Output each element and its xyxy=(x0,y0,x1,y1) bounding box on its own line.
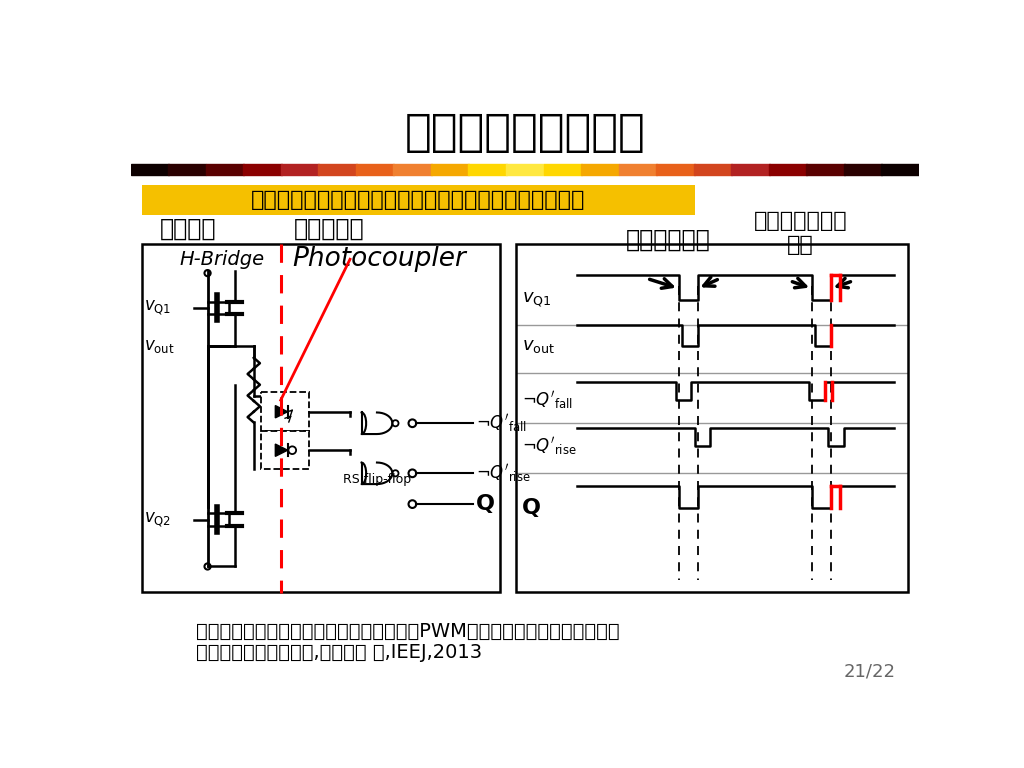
Bar xyxy=(281,164,319,174)
Bar xyxy=(131,164,169,174)
Text: 逐次デッドタイムを検出して、次の制御ステップで補正: 逐次デッドタイムを検出して、次の制御ステップで補正 xyxy=(251,190,586,210)
Text: 次ステップでの
補正: 次ステップでの 補正 xyxy=(754,210,847,256)
Polygon shape xyxy=(275,444,288,456)
Bar xyxy=(318,164,356,174)
Text: Q: Q xyxy=(521,498,541,518)
Text: 21/22: 21/22 xyxy=(844,662,896,680)
Bar xyxy=(393,164,432,174)
Text: Q: Q xyxy=(475,494,495,514)
Bar xyxy=(261,431,309,469)
Bar xyxy=(142,184,695,215)
Bar xyxy=(544,164,582,174)
Text: $\neg Q'_{\mathregular{rise}}$: $\neg Q'_{\mathregular{rise}}$ xyxy=(521,435,577,458)
Bar xyxy=(807,164,845,174)
Text: デッドタイム: デッドタイム xyxy=(626,228,711,252)
Text: 制御回路側: 制御回路側 xyxy=(294,217,365,240)
Text: $v_{\mathregular{out}}$: $v_{\mathregular{out}}$ xyxy=(144,337,175,356)
Text: $\neg Q'_{\mathregular{fall}}$: $\neg Q'_{\mathregular{fall}}$ xyxy=(475,412,526,434)
Bar xyxy=(882,164,920,174)
Bar xyxy=(618,164,657,174)
Bar xyxy=(769,164,807,174)
Text: $\neg Q'_{\mathregular{rise}}$: $\neg Q'_{\mathregular{rise}}$ xyxy=(475,462,530,485)
Text: 低ひずみと高い電圧利用率を有する高周波PWMインバータのフィードバック: 低ひずみと高い電圧利用率を有する高周波PWMインバータのフィードバック xyxy=(196,621,620,641)
Bar xyxy=(431,164,469,174)
Polygon shape xyxy=(275,406,288,418)
Bar xyxy=(356,164,394,174)
Text: H-Bridge: H-Bridge xyxy=(179,250,264,269)
Bar xyxy=(469,164,507,174)
Bar xyxy=(244,164,282,174)
Bar xyxy=(844,164,883,174)
Text: $v_{\mathregular{Q1}}$: $v_{\mathregular{Q1}}$ xyxy=(144,299,172,317)
Text: 主回路側: 主回路側 xyxy=(160,217,216,240)
Text: $v_{\mathregular{out}}$: $v_{\mathregular{out}}$ xyxy=(521,337,555,356)
Text: Photocoupler: Photocoupler xyxy=(292,247,466,272)
Bar xyxy=(656,164,694,174)
Text: $v_{\mathregular{Q1}}$: $v_{\mathregular{Q1}}$ xyxy=(521,291,551,310)
Bar xyxy=(206,164,244,174)
Text: 型デッドタイム補償法,小川将司 他,IEEJ,2013: 型デッドタイム補償法,小川将司 他,IEEJ,2013 xyxy=(196,644,482,662)
Text: RS flip-flop: RS flip-flop xyxy=(343,472,411,485)
Bar xyxy=(582,164,620,174)
Text: $\neg Q'_{\mathregular{fall}}$: $\neg Q'_{\mathregular{fall}}$ xyxy=(521,389,572,411)
Text: デッドタイムの補正: デッドタイムの補正 xyxy=(404,111,645,154)
Text: $v_{\mathregular{Q2}}$: $v_{\mathregular{Q2}}$ xyxy=(144,510,172,529)
Bar xyxy=(515,244,908,592)
Bar xyxy=(261,392,309,431)
Bar xyxy=(694,164,732,174)
Bar xyxy=(731,164,770,174)
Bar xyxy=(168,164,207,174)
Bar xyxy=(142,244,500,592)
Bar xyxy=(506,164,545,174)
